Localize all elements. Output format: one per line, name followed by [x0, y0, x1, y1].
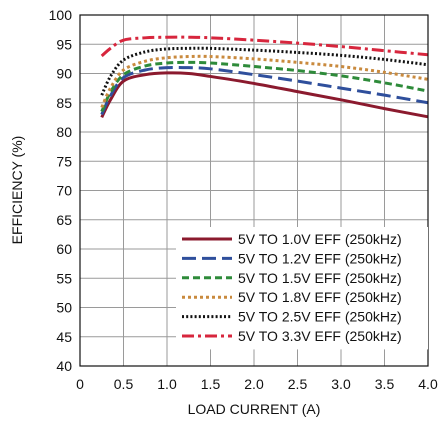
- x-tick-label: 2.0: [244, 376, 264, 392]
- y-tick-label: 90: [56, 66, 72, 82]
- x-tick-label: 1.0: [157, 376, 177, 392]
- x-tick-label: 4.0: [418, 376, 438, 392]
- legend-label-1: 5V TO 1.0V EFF (250kHz): [238, 231, 402, 247]
- legend-box: [176, 227, 428, 350]
- legend-label-3: 5V TO 1.5V EFF (250kHz): [238, 270, 402, 286]
- legend: 5V TO 1.0V EFF (250kHz) 5V TO 1.2V EFF (2…: [176, 227, 428, 350]
- y-tick-label: 85: [56, 95, 72, 111]
- y-tick-label: 45: [56, 329, 72, 345]
- x-tick-label: 2.5: [288, 376, 308, 392]
- series-lines: [100, 35, 429, 119]
- series-line-3: [100, 60, 429, 113]
- x-axis-title: LOAD CURRENT (A): [188, 401, 321, 417]
- x-tick-label: 1.5: [201, 376, 221, 392]
- series-line-6: [100, 35, 429, 58]
- y-tick-label: 80: [56, 124, 72, 140]
- x-tick-label: 0: [76, 376, 84, 392]
- series-line-4: [100, 54, 429, 109]
- legend-label-5: 5V TO 2.5V EFF (250kHz): [238, 309, 402, 325]
- y-tick-label: 100: [49, 7, 73, 23]
- y-tick-label: 70: [56, 183, 72, 199]
- y-tick-labels: 40 45 50 55 60 65 70 75 80 85 90 95 100: [49, 7, 73, 374]
- y-tick-label: 65: [56, 212, 72, 228]
- series-line-2: [100, 65, 429, 116]
- legend-label-2: 5V TO 1.2V EFF (250kHz): [238, 250, 402, 266]
- y-tick-label: 60: [56, 241, 72, 257]
- y-axis-title: EFFICIENCY (%): [9, 136, 25, 245]
- series-line-5: [100, 46, 429, 96]
- y-tick-label: 40: [56, 358, 72, 374]
- x-tick-label: 0.5: [114, 376, 134, 392]
- y-tick-label: 95: [56, 36, 72, 52]
- legend-label-4: 5V TO 1.8V EFF (250kHz): [238, 289, 402, 305]
- x-tick-label: 3.5: [375, 376, 395, 392]
- x-tick-labels: 0 0.5 1.0 1.5 2.0 2.5 3.0 3.5 4.0: [76, 376, 438, 392]
- legend-label-6: 5V TO 3.3V EFF (250kHz): [238, 328, 402, 344]
- y-tick-label: 50: [56, 300, 72, 316]
- y-tick-label: 75: [56, 153, 72, 169]
- series-line-1: [100, 71, 429, 119]
- plot-frame: [79, 14, 429, 367]
- y-tick-label: 55: [56, 270, 72, 286]
- x-tick-label: 3.0: [331, 376, 351, 392]
